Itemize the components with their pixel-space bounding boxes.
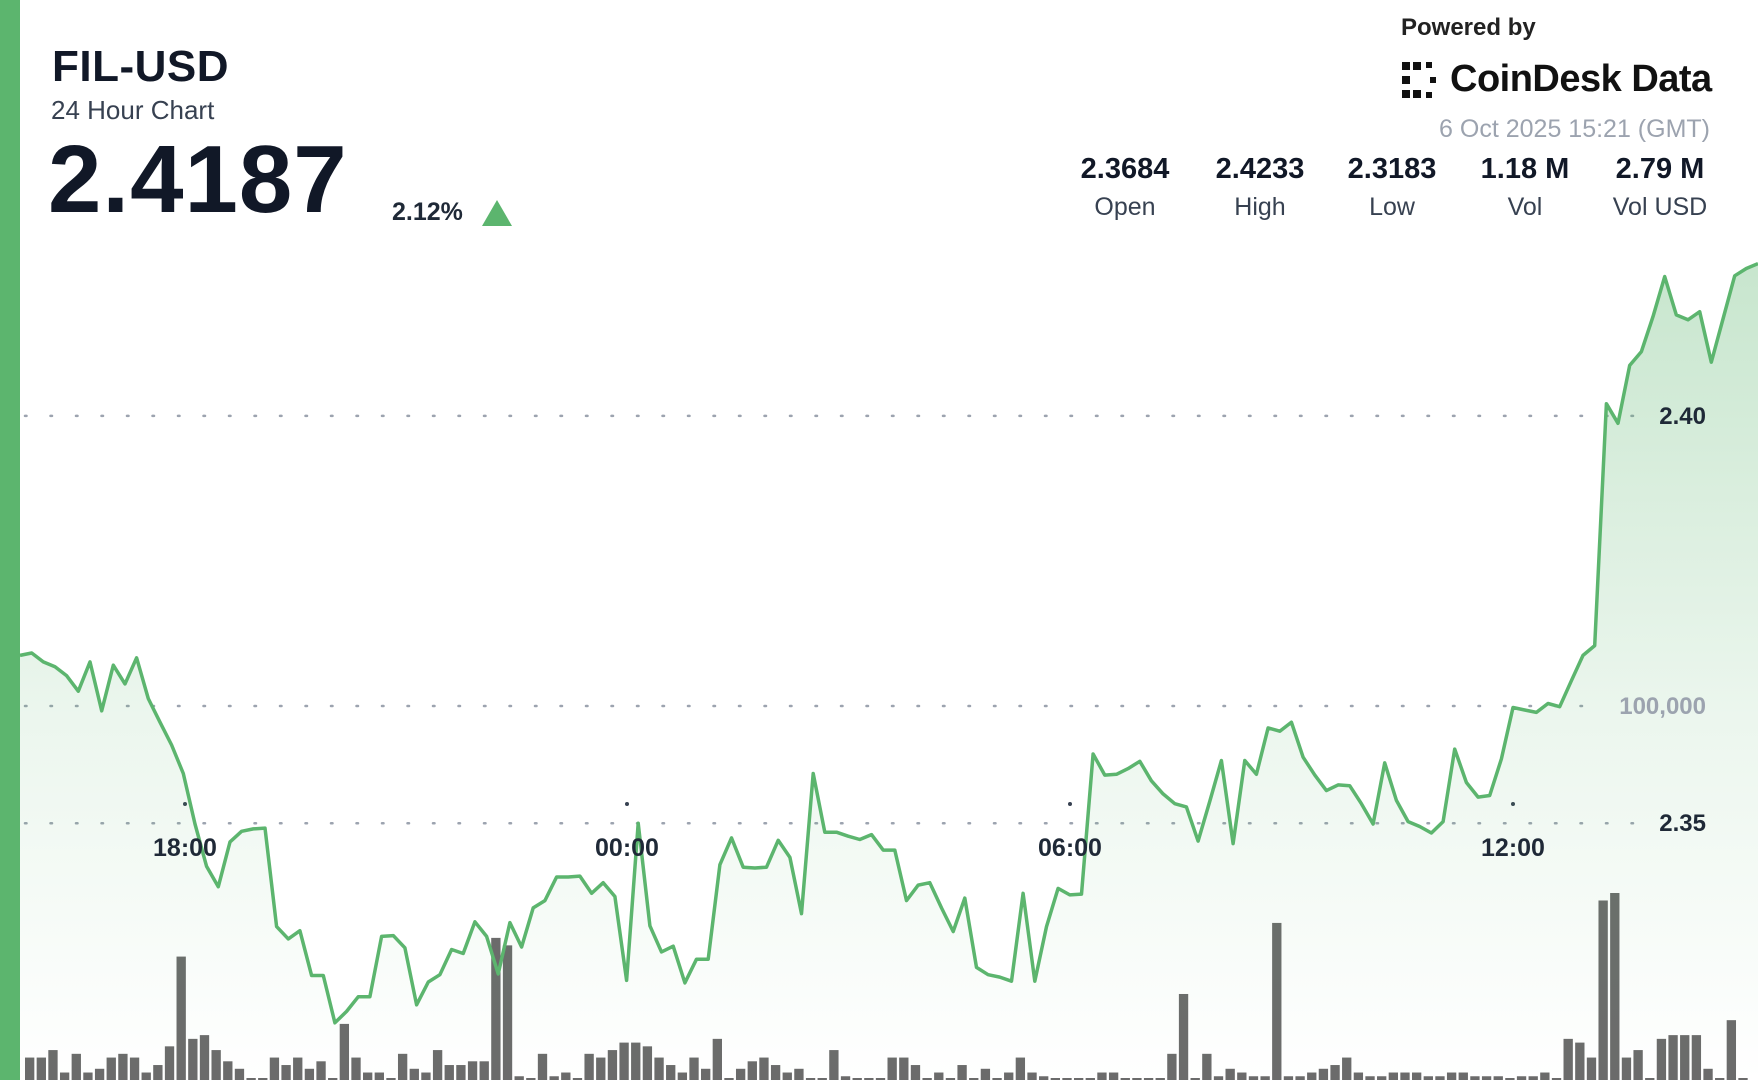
- x-tick-label: 12:00: [1481, 834, 1545, 862]
- ticker-symbol: FIL-USD: [52, 42, 230, 91]
- up-arrow-icon: [482, 200, 512, 226]
- x-tick-mark: [1068, 802, 1072, 806]
- stat-low: 2.3183 Low: [1340, 152, 1444, 222]
- x-tick-label: 00:00: [595, 834, 659, 862]
- stat-vol: 1.18 M Vol: [1471, 152, 1579, 222]
- grid-lines: [23, 414, 1642, 825]
- axis-labels: 2.35 2.40 100,000 18:00 00:00 06:00 12:00: [153, 403, 1706, 862]
- stat-high: 2.4233 High: [1206, 152, 1314, 222]
- stat-vol-usd-label: Vol USD: [1612, 192, 1708, 221]
- stat-low-value: 2.3183: [1347, 153, 1437, 185]
- stat-open: 2.3684 Open: [1073, 152, 1177, 222]
- stat-vol-usd: 2.79 M Vol USD: [1600, 152, 1720, 222]
- stat-open-label: Open: [1094, 192, 1156, 221]
- brand-logo-block: CoinDesk Data: [1400, 58, 1712, 101]
- y-tick-label: 2.35: [1659, 810, 1706, 837]
- current-price: 2.4187: [48, 126, 348, 233]
- stat-vol-usd-value: 2.79 M: [1615, 153, 1705, 185]
- stat-vol-label: Vol: [1507, 192, 1543, 221]
- stat-high-label: High: [1234, 192, 1286, 221]
- chart-subtitle: 24 Hour Chart: [51, 95, 215, 125]
- left-accent-bar: [0, 0, 20, 1080]
- brand-name: CoinDesk Data: [1450, 58, 1712, 100]
- coindesk-logo-icon: [1402, 61, 1436, 98]
- x-tick-label: 18:00: [153, 834, 217, 862]
- stat-low-label: Low: [1369, 192, 1415, 221]
- stat-high-value: 2.4233: [1215, 153, 1305, 185]
- powered-by-label: Powered by: [1401, 14, 1536, 41]
- volume-tick-label: 100,000: [1619, 693, 1706, 720]
- stat-open-value: 2.3684: [1080, 153, 1170, 185]
- price-change-percent: 2.12%: [392, 198, 463, 226]
- y-tick-label: 2.40: [1659, 403, 1706, 430]
- stat-vol-value: 1.18 M: [1480, 153, 1570, 185]
- price-line: [19, 261, 1758, 1025]
- x-tick-mark: [625, 802, 629, 806]
- x-tick-label: 06:00: [1038, 834, 1102, 862]
- price-area: [20, 263, 1758, 1080]
- timestamp: 6 Oct 2025 15:21 (GMT): [1439, 115, 1710, 143]
